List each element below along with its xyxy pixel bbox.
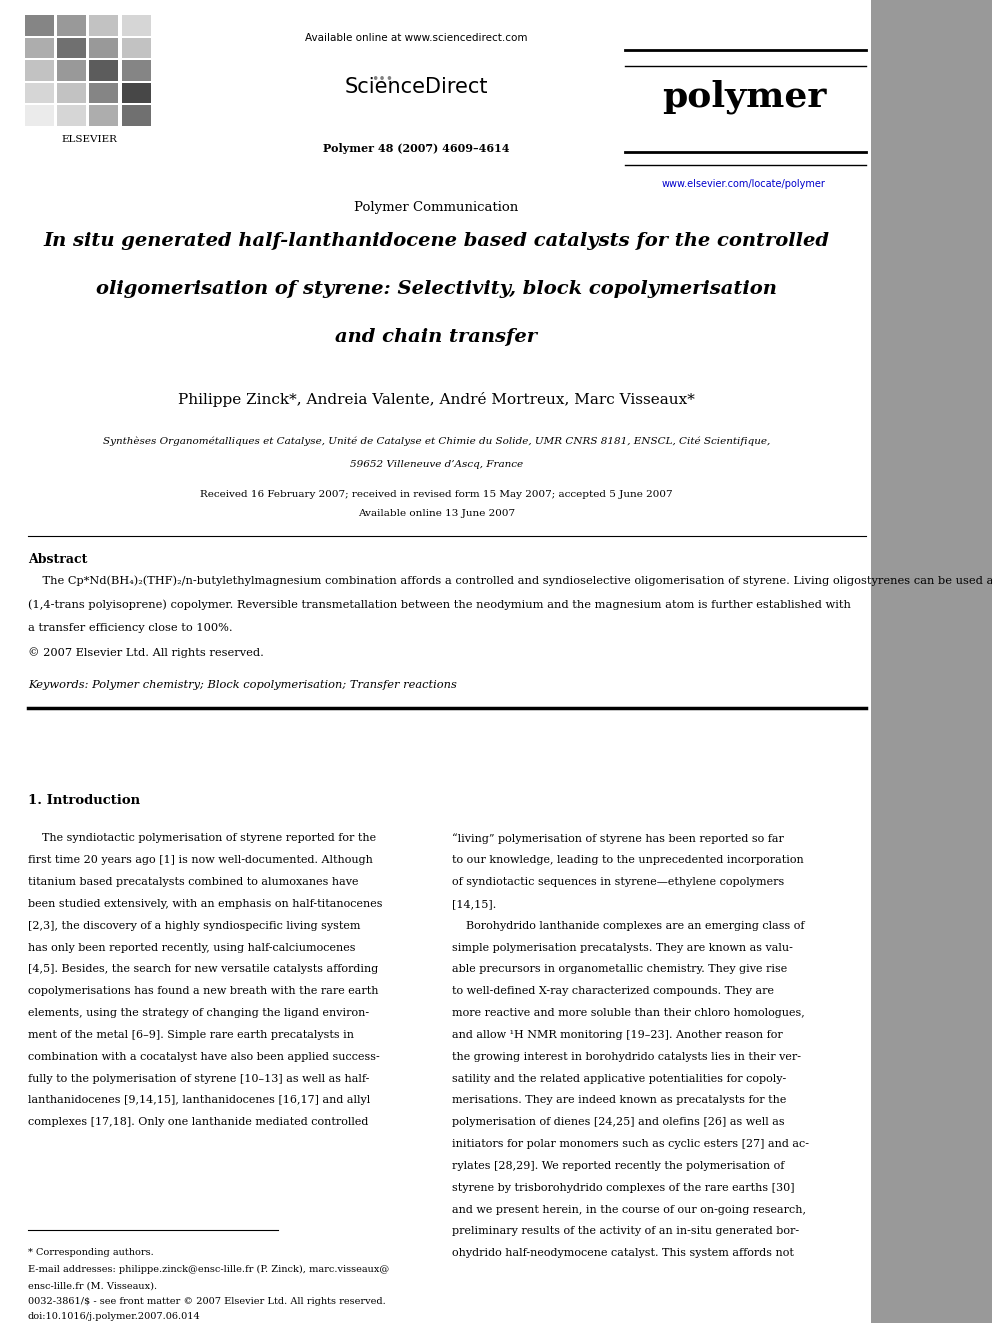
Text: titanium based precatalysts combined to alumoxanes have: titanium based precatalysts combined to … (28, 877, 358, 888)
Text: merisations. They are indeed known as precatalysts for the: merisations. They are indeed known as pr… (452, 1095, 787, 1106)
Text: The Cp*Nd(BH₄)₂(THF)₂/n-butylethylmagnesium combination affords a controlled and: The Cp*Nd(BH₄)₂(THF)₂/n-butylethylmagnes… (28, 576, 992, 586)
Text: fully to the polymerisation of styrene [10–13] as well as half-: fully to the polymerisation of styrene [… (28, 1074, 369, 1084)
Bar (57, 61, 86, 81)
Text: Received 16 February 2007; received in revised form 15 May 2007; accepted 5 June: Received 16 February 2007; received in r… (200, 490, 673, 499)
Bar (25, 61, 54, 81)
Text: first time 20 years ago [1] is now well-documented. Although: first time 20 years ago [1] is now well-… (28, 855, 373, 865)
Bar (121, 16, 151, 36)
Text: to our knowledge, leading to the unprecedented incorporation: to our knowledge, leading to the unprece… (452, 855, 805, 865)
Text: Synthèses Organométalliques et Catalyse, Unité de Catalyse et Chimie du Solide, : Synthèses Organométalliques et Catalyse,… (103, 437, 770, 446)
Text: polymer: polymer (662, 79, 826, 114)
Text: ELSEVIER: ELSEVIER (62, 135, 117, 144)
Text: copolymerisations has found a new breath with the rare earth: copolymerisations has found a new breath… (28, 987, 378, 996)
Bar (121, 106, 151, 126)
Text: [2,3], the discovery of a highly syndiospecific living system: [2,3], the discovery of a highly syndios… (28, 921, 360, 931)
Text: Abstract: Abstract (28, 553, 87, 566)
Text: the growing interest in borohydrido catalysts lies in their ver-: the growing interest in borohydrido cata… (452, 1052, 802, 1062)
Text: Available online at www.sciencedirect.com: Available online at www.sciencedirect.co… (306, 33, 528, 44)
Text: In situ generated half-lanthanidocene based catalysts for the controlled: In situ generated half-lanthanidocene ba… (44, 232, 829, 250)
Text: 1. Introduction: 1. Introduction (28, 794, 140, 807)
Text: E-mail addresses: philippe.zinck@ensc-lille.fr (P. Zinck), marc.visseaux@: E-mail addresses: philippe.zinck@ensc-li… (28, 1265, 389, 1274)
Text: polymerisation of dienes [24,25] and olefins [26] as well as: polymerisation of dienes [24,25] and ole… (452, 1117, 785, 1127)
Text: rylates [28,29]. We reported recently the polymerisation of: rylates [28,29]. We reported recently th… (452, 1162, 785, 1171)
Text: preliminary results of the activity of an in-situ generated bor-: preliminary results of the activity of a… (452, 1226, 800, 1237)
Text: and we present herein, in the course of our on-going research,: and we present herein, in the course of … (452, 1205, 806, 1215)
Text: © 2007 Elsevier Ltd. All rights reserved.: © 2007 Elsevier Ltd. All rights reserved… (28, 647, 264, 658)
Text: Philippe Zinck*, Andreia Valente, André Mortreux, Marc Visseaux*: Philippe Zinck*, Andreia Valente, André … (178, 392, 695, 406)
Bar (89, 38, 118, 58)
Text: and chain transfer: and chain transfer (335, 328, 538, 347)
Text: ScienceDirect: ScienceDirect (345, 77, 488, 97)
Text: to well-defined X-ray characterized compounds. They are: to well-defined X-ray characterized comp… (452, 987, 775, 996)
Bar (25, 83, 54, 103)
Bar (89, 83, 118, 103)
Text: “living” polymerisation of styrene has been reported so far: “living” polymerisation of styrene has b… (452, 833, 785, 844)
Text: of syndiotactic sequences in styrene—ethylene copolymers: of syndiotactic sequences in styrene—eth… (452, 877, 785, 888)
Text: Keywords: Polymer chemistry; Block copolymerisation; Transfer reactions: Keywords: Polymer chemistry; Block copol… (28, 680, 456, 691)
Bar (871, 0, 992, 1323)
Text: styrene by trisborohydrido complexes of the rare earths [30]: styrene by trisborohydrido complexes of … (452, 1183, 795, 1193)
Bar (57, 83, 86, 103)
Bar (57, 106, 86, 126)
Text: initiators for polar monomers such as cyclic esters [27] and ac-: initiators for polar monomers such as cy… (452, 1139, 809, 1150)
Text: The syndiotactic polymerisation of styrene reported for the: The syndiotactic polymerisation of styre… (28, 833, 376, 844)
Bar (121, 83, 151, 103)
Text: Borohydrido lanthanide complexes are an emerging class of: Borohydrido lanthanide complexes are an … (452, 921, 805, 931)
Bar (25, 16, 54, 36)
Text: ohydrido half-neodymocene catalyst. This system affords not: ohydrido half-neodymocene catalyst. This… (452, 1249, 795, 1258)
Text: •••: ••• (371, 73, 393, 86)
Bar (25, 106, 54, 126)
Text: more reactive and more soluble than their chloro homologues,: more reactive and more soluble than thei… (452, 1008, 806, 1019)
Text: elements, using the strategy of changing the ligand environ-: elements, using the strategy of changing… (28, 1008, 369, 1019)
Text: Polymer Communication: Polymer Communication (354, 201, 519, 214)
Text: has only been reported recently, using half-calciumocenes: has only been reported recently, using h… (28, 942, 355, 953)
Text: doi:10.1016/j.polymer.2007.06.014: doi:10.1016/j.polymer.2007.06.014 (28, 1312, 200, 1322)
Text: Polymer 48 (2007) 4609–4614: Polymer 48 (2007) 4609–4614 (323, 143, 510, 153)
Bar (89, 106, 118, 126)
Text: www.elsevier.com/locate/polymer: www.elsevier.com/locate/polymer (662, 179, 826, 189)
Text: 59652 Villeneuve d’Ascq, France: 59652 Villeneuve d’Ascq, France (350, 460, 523, 470)
Text: ensc-lille.fr (M. Visseaux).: ensc-lille.fr (M. Visseaux). (28, 1282, 157, 1291)
Text: complexes [17,18]. Only one lanthanide mediated controlled: complexes [17,18]. Only one lanthanide m… (28, 1117, 368, 1127)
Text: ment of the metal [6–9]. Simple rare earth precatalysts in: ment of the metal [6–9]. Simple rare ear… (28, 1029, 354, 1040)
Text: and allow ¹H NMR monitoring [19–23]. Another reason for: and allow ¹H NMR monitoring [19–23]. Ano… (452, 1029, 783, 1040)
Text: [4,5]. Besides, the search for new versatile catalysts affording: [4,5]. Besides, the search for new versa… (28, 964, 378, 975)
Text: oligomerisation of styrene: Selectivity, block copolymerisation: oligomerisation of styrene: Selectivity,… (96, 280, 777, 299)
Bar (89, 61, 118, 81)
Text: lanthanidocenes [9,14,15], lanthanidocenes [16,17] and allyl: lanthanidocenes [9,14,15], lanthanidocen… (28, 1095, 370, 1106)
Text: able precursors in organometallic chemistry. They give rise: able precursors in organometallic chemis… (452, 964, 788, 975)
Text: simple polymerisation precatalysts. They are known as valu-: simple polymerisation precatalysts. They… (452, 942, 794, 953)
Text: * Corresponding authors.: * Corresponding authors. (28, 1248, 154, 1257)
Text: combination with a cocatalyst have also been applied success-: combination with a cocatalyst have also … (28, 1052, 380, 1062)
Bar (57, 38, 86, 58)
Text: a transfer efficiency close to 100%.: a transfer efficiency close to 100%. (28, 623, 232, 634)
Text: 0032-3861/$ - see front matter © 2007 Elsevier Ltd. All rights reserved.: 0032-3861/$ - see front matter © 2007 El… (28, 1297, 386, 1306)
Text: [14,15].: [14,15]. (452, 900, 497, 909)
Text: (1,4-​trans polyisoprene) copolymer. Reversible transmetallation between the neo: (1,4-​trans polyisoprene) copolymer. Rev… (28, 599, 851, 610)
Text: Available online 13 June 2007: Available online 13 June 2007 (358, 509, 515, 519)
Bar (89, 16, 118, 36)
Text: satility and the related applicative potentialities for copoly-: satility and the related applicative pot… (452, 1074, 787, 1084)
Text: been studied extensively, with an emphasis on half-titanocenes: been studied extensively, with an emphas… (28, 900, 382, 909)
Bar (57, 16, 86, 36)
Bar (25, 38, 54, 58)
Bar (121, 61, 151, 81)
Bar (121, 38, 151, 58)
